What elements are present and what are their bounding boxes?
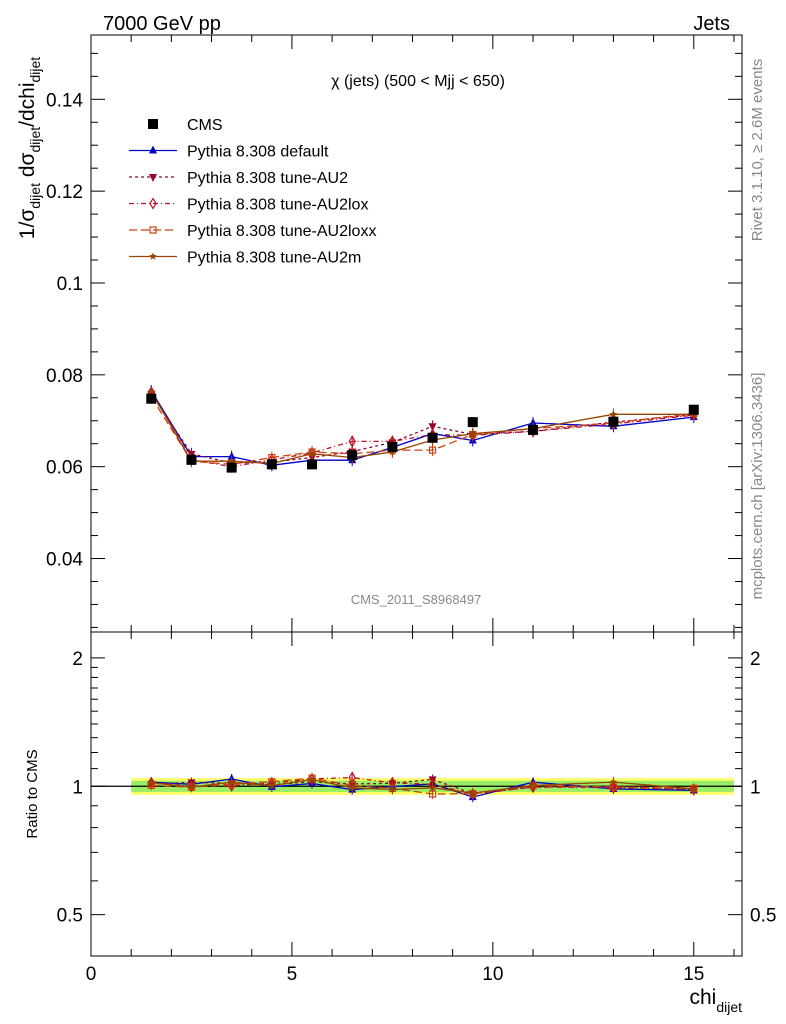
ratio-data-point: [308, 775, 316, 783]
ratio-data-point: [268, 781, 276, 789]
cms-data-point: [688, 404, 699, 415]
ratio-axes: 0.5 0.5 1 1 2 2 0 5 10 15: [57, 632, 776, 985]
ratio-y-tick-label-right: 1: [750, 777, 761, 798]
legend-label: CMS: [187, 117, 223, 134]
main-data-point: [428, 446, 437, 454]
cms-data-point: [467, 417, 478, 428]
ratio-series-line: [151, 777, 694, 795]
x-tick-label: 0: [86, 964, 97, 985]
main-y-tick-label: 0.12: [46, 182, 83, 203]
cms-data-point: [266, 459, 277, 470]
ratio-y-tick-label-right: 0.5: [750, 906, 776, 927]
rivet-label: Rivet 3.1.10, ≥ 2.6M events: [749, 59, 766, 242]
legend-marker: [149, 226, 157, 234]
ratio-series-line: [151, 778, 694, 794]
ratio-y-tick-label: 2: [72, 649, 83, 670]
cms-data-point: [608, 416, 619, 427]
legend-marker: [149, 145, 157, 154]
legend-label: Pythia 8.308 tune-AU2: [187, 170, 348, 187]
main-series-group: [146, 384, 699, 473]
main-data-point: [147, 387, 156, 396]
ratio-data-point: [428, 783, 437, 791]
legend-marker: [148, 119, 158, 129]
ratio-data-point: [609, 781, 618, 794]
ratio-data-point: [388, 785, 397, 793]
main-y-tick-label: 0.08: [46, 366, 83, 387]
cms-data-point: [387, 441, 398, 452]
main-data-point: [609, 410, 618, 418]
legend-marker: [149, 174, 157, 182]
legend-label: Pythia 8.308 tune-AU2lox: [187, 197, 368, 214]
energy-label: 7000 GeV pp: [103, 13, 221, 35]
main-y-tick-label: 0.04: [46, 550, 83, 571]
ratio-series-group: [147, 771, 698, 803]
ratio-data-point: [529, 781, 537, 789]
ratio-data-point: [348, 783, 356, 791]
main-y-tick-label: 0.14: [46, 90, 83, 111]
main-data-point: [469, 429, 477, 437]
legend-label: Pythia 8.308 tune-AU2m: [187, 250, 361, 267]
cms-data-point: [307, 459, 318, 470]
main-series-line: [150, 391, 694, 465]
ratio-y-tick-label-right: 2: [750, 649, 761, 670]
ratio-data-point: [187, 783, 196, 791]
main-y-tick-label: 0.06: [46, 458, 83, 479]
x-tick-label: 15: [683, 964, 704, 985]
ratio-data-point: [690, 784, 698, 793]
jets-label: Jets: [693, 13, 730, 35]
x-tick-label: 5: [287, 964, 298, 985]
ratio-y-tick-label: 0.5: [57, 906, 83, 927]
x-axis-label: chidijet: [689, 986, 742, 1015]
ratio-data-point: [227, 778, 236, 786]
legend-label: Pythia 8.308 tune-AU2loxx: [187, 223, 376, 240]
main-data-point: [529, 418, 538, 427]
ratio-data-point: [469, 789, 477, 797]
main-data-point: [308, 449, 316, 458]
cms-data-point: [347, 450, 358, 461]
main-series-line: [150, 390, 694, 466]
main-axes: 0.04 0.06 0.08 0.1 0.12 0.14: [46, 35, 742, 632]
ratio-series-line: [151, 776, 694, 795]
cms-data-point: [186, 454, 197, 465]
cms-data-point: [427, 432, 438, 443]
x-tick-label: 10: [482, 964, 503, 985]
main-data-point: [348, 435, 356, 448]
legend-marker: [149, 252, 157, 260]
main-series-line: [150, 393, 694, 464]
analysis-label: CMS_2011_S8968497: [351, 592, 482, 607]
ratio-y-axis-label: Ratio to CMS: [24, 749, 41, 838]
ratio-data-point: [609, 778, 618, 786]
legend-marker: [149, 197, 157, 210]
cms-data-point: [528, 424, 539, 435]
main-series-line: [150, 391, 694, 468]
main-y-tick-label: 0.1: [57, 274, 83, 295]
legend-label: Pythia 8.308 default: [187, 144, 329, 161]
cms-data-point: [146, 393, 157, 404]
mcplots-label: mcplots.cern.ch [arXiv:1306.3436]: [749, 373, 766, 600]
legend: CMS Pythia 8.308 default Pythia 8.308 tune…: [129, 117, 376, 267]
main-series-line: [150, 396, 694, 466]
chart-title: χ (jets) (500 < Mjj < 650): [331, 73, 505, 90]
ratio-y-tick-label: 1: [72, 777, 83, 798]
ratio-data-point: [147, 778, 156, 786]
ratio-panel-frame: [90, 631, 743, 957]
main-y-axis-label: 1/σdijet dσdijet/dchidijet: [16, 57, 43, 239]
cms-data-point: [226, 462, 237, 473]
main-data-point: [428, 423, 437, 432]
